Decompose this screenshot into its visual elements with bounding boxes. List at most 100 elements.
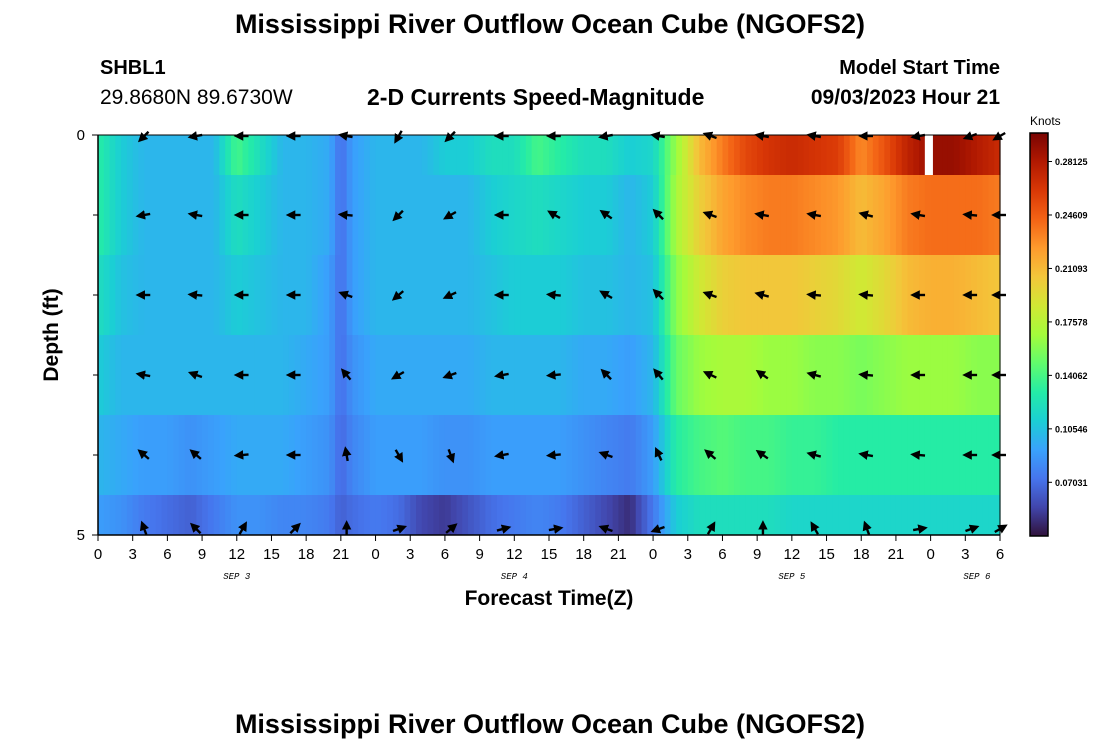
heatmap-cell (936, 415, 943, 495)
heatmap-cell (271, 335, 278, 415)
heatmap-cell (768, 135, 776, 175)
heatmap-cell (803, 335, 810, 415)
current-arrow (139, 520, 150, 536)
heatmap-cell (404, 415, 411, 495)
heatmap-cell (878, 335, 885, 415)
heatmap-cell (525, 135, 533, 175)
heatmap-cell (468, 255, 475, 335)
heatmap-cell (849, 415, 857, 495)
current-arrow (445, 523, 458, 534)
heatmap-cell (624, 255, 631, 335)
heatmap-cell (126, 175, 134, 255)
current-arrow (190, 522, 202, 535)
current-arrow (442, 290, 457, 300)
heatmap-cell (699, 335, 706, 415)
heatmap-cell (664, 335, 672, 415)
current-arrow (187, 290, 203, 300)
heatmap-cell (832, 495, 839, 535)
heatmap-cell (433, 175, 440, 255)
heatmap-cell (959, 335, 966, 415)
heatmap-cell (392, 495, 400, 535)
heatmap-cell (595, 415, 602, 495)
heatmap-cell (375, 135, 382, 175)
heatmap-cell (693, 495, 700, 535)
heatmap-cell (398, 135, 406, 175)
heatmap-cell (173, 135, 180, 175)
heatmap-cell (427, 335, 434, 415)
current-arrow (444, 130, 456, 143)
heatmap-cell (716, 175, 724, 255)
heatmap-cell (132, 415, 140, 495)
heatmap-cell (670, 255, 677, 335)
heatmap-cell (942, 495, 949, 535)
x-tick-label: 0 (94, 546, 102, 563)
heatmap-cell (814, 135, 822, 175)
heatmap-cell (988, 135, 995, 175)
heatmap-cell (283, 175, 290, 255)
heatmap-cell (647, 415, 654, 495)
heatmap-cell (687, 135, 695, 175)
heatmap-cell (254, 415, 261, 495)
heatmap-cell (612, 175, 619, 255)
heatmap-cell (207, 415, 215, 495)
heatmap-cell (832, 175, 839, 255)
current-arrow (706, 521, 716, 535)
heatmap-cell (676, 135, 683, 175)
heatmap-cell (508, 255, 515, 335)
heatmap-cell (653, 495, 660, 535)
colorbar-tick-label: 0.24609 (1055, 210, 1088, 220)
heatmap-cell (670, 495, 677, 535)
heatmap-cell (791, 255, 799, 335)
heatmap-cell (352, 495, 359, 535)
heatmap-cell (98, 335, 105, 415)
heatmap-cell (745, 255, 752, 335)
heatmap-cell (473, 495, 481, 535)
current-arrow (545, 290, 561, 300)
heatmap-cell (890, 175, 897, 255)
heatmap-cell (872, 255, 880, 335)
heatmap-cell (433, 495, 440, 535)
heatmap-cell (635, 415, 643, 495)
heatmap-cell (329, 135, 336, 175)
current-arrow (392, 524, 408, 534)
heatmap-cell (381, 495, 388, 535)
heatmap-cell (369, 495, 377, 535)
current-arrow (962, 210, 978, 220)
heatmap-cell (167, 495, 174, 535)
heatmap-cell (693, 135, 700, 175)
heatmap-cell (283, 135, 290, 175)
current-arrow (702, 290, 717, 300)
heatmap-cell (716, 135, 724, 175)
heatmap-cell (178, 175, 186, 255)
heatmap-cell (387, 495, 394, 535)
heatmap-cell (890, 135, 897, 175)
heatmap-cell (277, 495, 284, 535)
heatmap-cell (976, 415, 984, 495)
heatmap-cell (693, 335, 700, 415)
heatmap-cell (259, 495, 267, 535)
heatmap-cell (155, 335, 163, 415)
heatmap-cell (352, 135, 359, 175)
heatmap-cell (300, 335, 307, 415)
heatmap-cell (178, 335, 186, 415)
x-tick-label: 0 (926, 546, 934, 563)
heatmap-cell (358, 175, 365, 255)
heatmap-cell (277, 335, 284, 415)
current-arrow (702, 210, 717, 220)
heatmap-cell (184, 175, 192, 255)
heatmap-cell (329, 175, 336, 255)
x-tick-label: 6 (718, 546, 726, 563)
heatmap-cell (612, 255, 619, 335)
heatmap-cell (681, 255, 689, 335)
heatmap-cell (681, 495, 689, 535)
colorbar: Knots 0.07031 0.10546 0.14062 0.17578 0.2109… (1029, 114, 1088, 537)
heatmap-cell (132, 255, 140, 335)
heatmap-cell (670, 135, 677, 175)
current-arrow (137, 449, 150, 460)
heatmap-cell (774, 415, 781, 495)
heatmap-cell (849, 175, 857, 255)
heatmap-cell (959, 135, 966, 175)
colorbar-ticks: 0.07031 0.10546 0.14062 0.17578 0.21093 0.246… (1048, 157, 1088, 488)
heatmap-cell (589, 415, 596, 495)
heatmap-cell (439, 495, 446, 535)
